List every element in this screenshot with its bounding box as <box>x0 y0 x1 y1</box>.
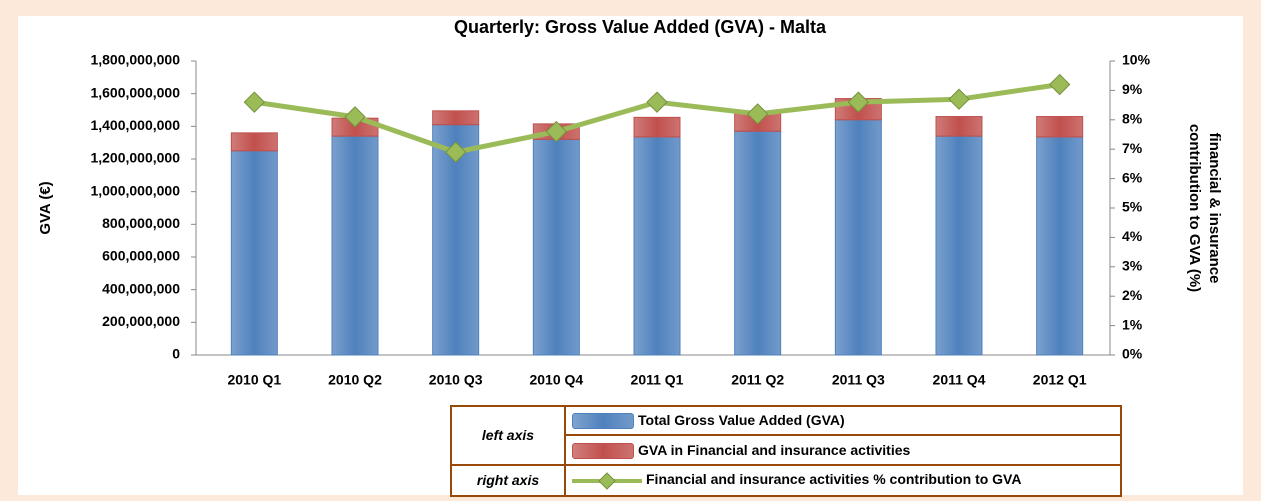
y-tick-label: 200,000,000 <box>102 313 180 329</box>
y-tick-label: 400,000,000 <box>102 280 180 296</box>
bar <box>633 136 681 356</box>
marker <box>444 141 467 163</box>
legend-swatch <box>572 471 642 490</box>
y2-tick-label: 1% <box>1122 316 1143 332</box>
y2-axis-label: financial & insurance <box>1206 133 1223 284</box>
y-tick-label: 0 <box>172 346 180 362</box>
y-tick-label: 1,200,000,000 <box>90 150 180 166</box>
bar <box>734 130 782 356</box>
y2-axis-label: contribution to GVA (%) <box>1186 124 1203 292</box>
bar <box>230 132 278 152</box>
legend-marker <box>598 471 616 490</box>
y-tick-label: 600,000,000 <box>102 248 180 264</box>
legend-entry: Total Gross Value Added (GVA) <box>564 404 1122 437</box>
legend: left axis Total Gross Value Added (GVA) … <box>450 404 1122 498</box>
marker <box>746 103 769 125</box>
bar <box>331 135 379 356</box>
legend-label: Total Gross Value Added (GVA) <box>638 412 845 429</box>
x-tick-label: 2011 Q3 <box>832 372 885 388</box>
y2-tick-label: 3% <box>1122 258 1143 274</box>
y2-tick-label: 6% <box>1122 169 1143 185</box>
x-tick-label: 2010 Q3 <box>429 372 483 388</box>
marker <box>847 91 870 113</box>
marker <box>344 106 366 128</box>
legend-swatch <box>572 413 634 430</box>
y-tick-label: 1,600,000,000 <box>90 84 180 100</box>
y2-tick-label: 9% <box>1122 81 1143 97</box>
bar <box>935 116 983 137</box>
x-tick-label: 2011 Q4 <box>933 372 986 388</box>
y-tick-label: 1,000,000,000 <box>90 182 180 198</box>
bar <box>1036 136 1084 356</box>
bar <box>432 110 480 126</box>
y-tick-label: 800,000,000 <box>102 215 180 231</box>
chart-title: Quarterly: Gross Value Added (GVA) - Mal… <box>454 17 827 37</box>
bar <box>230 150 278 356</box>
x-tick-label: 2010 Q4 <box>529 372 583 388</box>
x-tick-label: 2010 Q2 <box>328 372 382 388</box>
bar <box>633 116 681 138</box>
bar <box>1036 116 1084 138</box>
y2-tick-label: 8% <box>1122 111 1143 127</box>
marker <box>948 88 970 110</box>
x-tick-label: 2011 Q1 <box>631 372 684 388</box>
legend-entry: Financial and insurance activities % con… <box>564 463 1122 498</box>
x-tick-label: 2012 Q1 <box>1033 372 1087 388</box>
marker <box>1048 73 1071 96</box>
y2-tick-label: 2% <box>1122 287 1143 303</box>
marker <box>545 120 568 143</box>
y-tick-label: 1,400,000,000 <box>90 117 180 133</box>
x-tick-label: 2010 Q1 <box>227 372 281 388</box>
legend-label: GVA in Financial and insurance activitie… <box>638 441 911 458</box>
legend-entry: GVA in Financial and insurance activitie… <box>564 434 1122 466</box>
legend-axis-label: left axis <box>450 405 566 466</box>
y2-tick-label: 7% <box>1122 140 1143 156</box>
marker <box>243 91 266 113</box>
x-tick-label: 2011 Q2 <box>731 372 784 388</box>
y2-tick-label: 0% <box>1122 346 1143 362</box>
legend-axis-label: right axis <box>450 463 566 498</box>
bar <box>834 119 882 356</box>
bar <box>532 138 580 356</box>
y-tick-label: 1,800,000,000 <box>90 52 180 68</box>
y2-tick-label: 4% <box>1122 228 1143 244</box>
y2-tick-label: 5% <box>1122 199 1143 215</box>
y-axis-label: GVA (€) <box>37 181 54 234</box>
legend-label: Financial and insurance activities % con… <box>646 471 1022 488</box>
legend-swatch <box>572 442 634 459</box>
bar <box>935 135 983 356</box>
y2-tick-label: 10% <box>1122 52 1151 68</box>
marker <box>646 91 668 113</box>
